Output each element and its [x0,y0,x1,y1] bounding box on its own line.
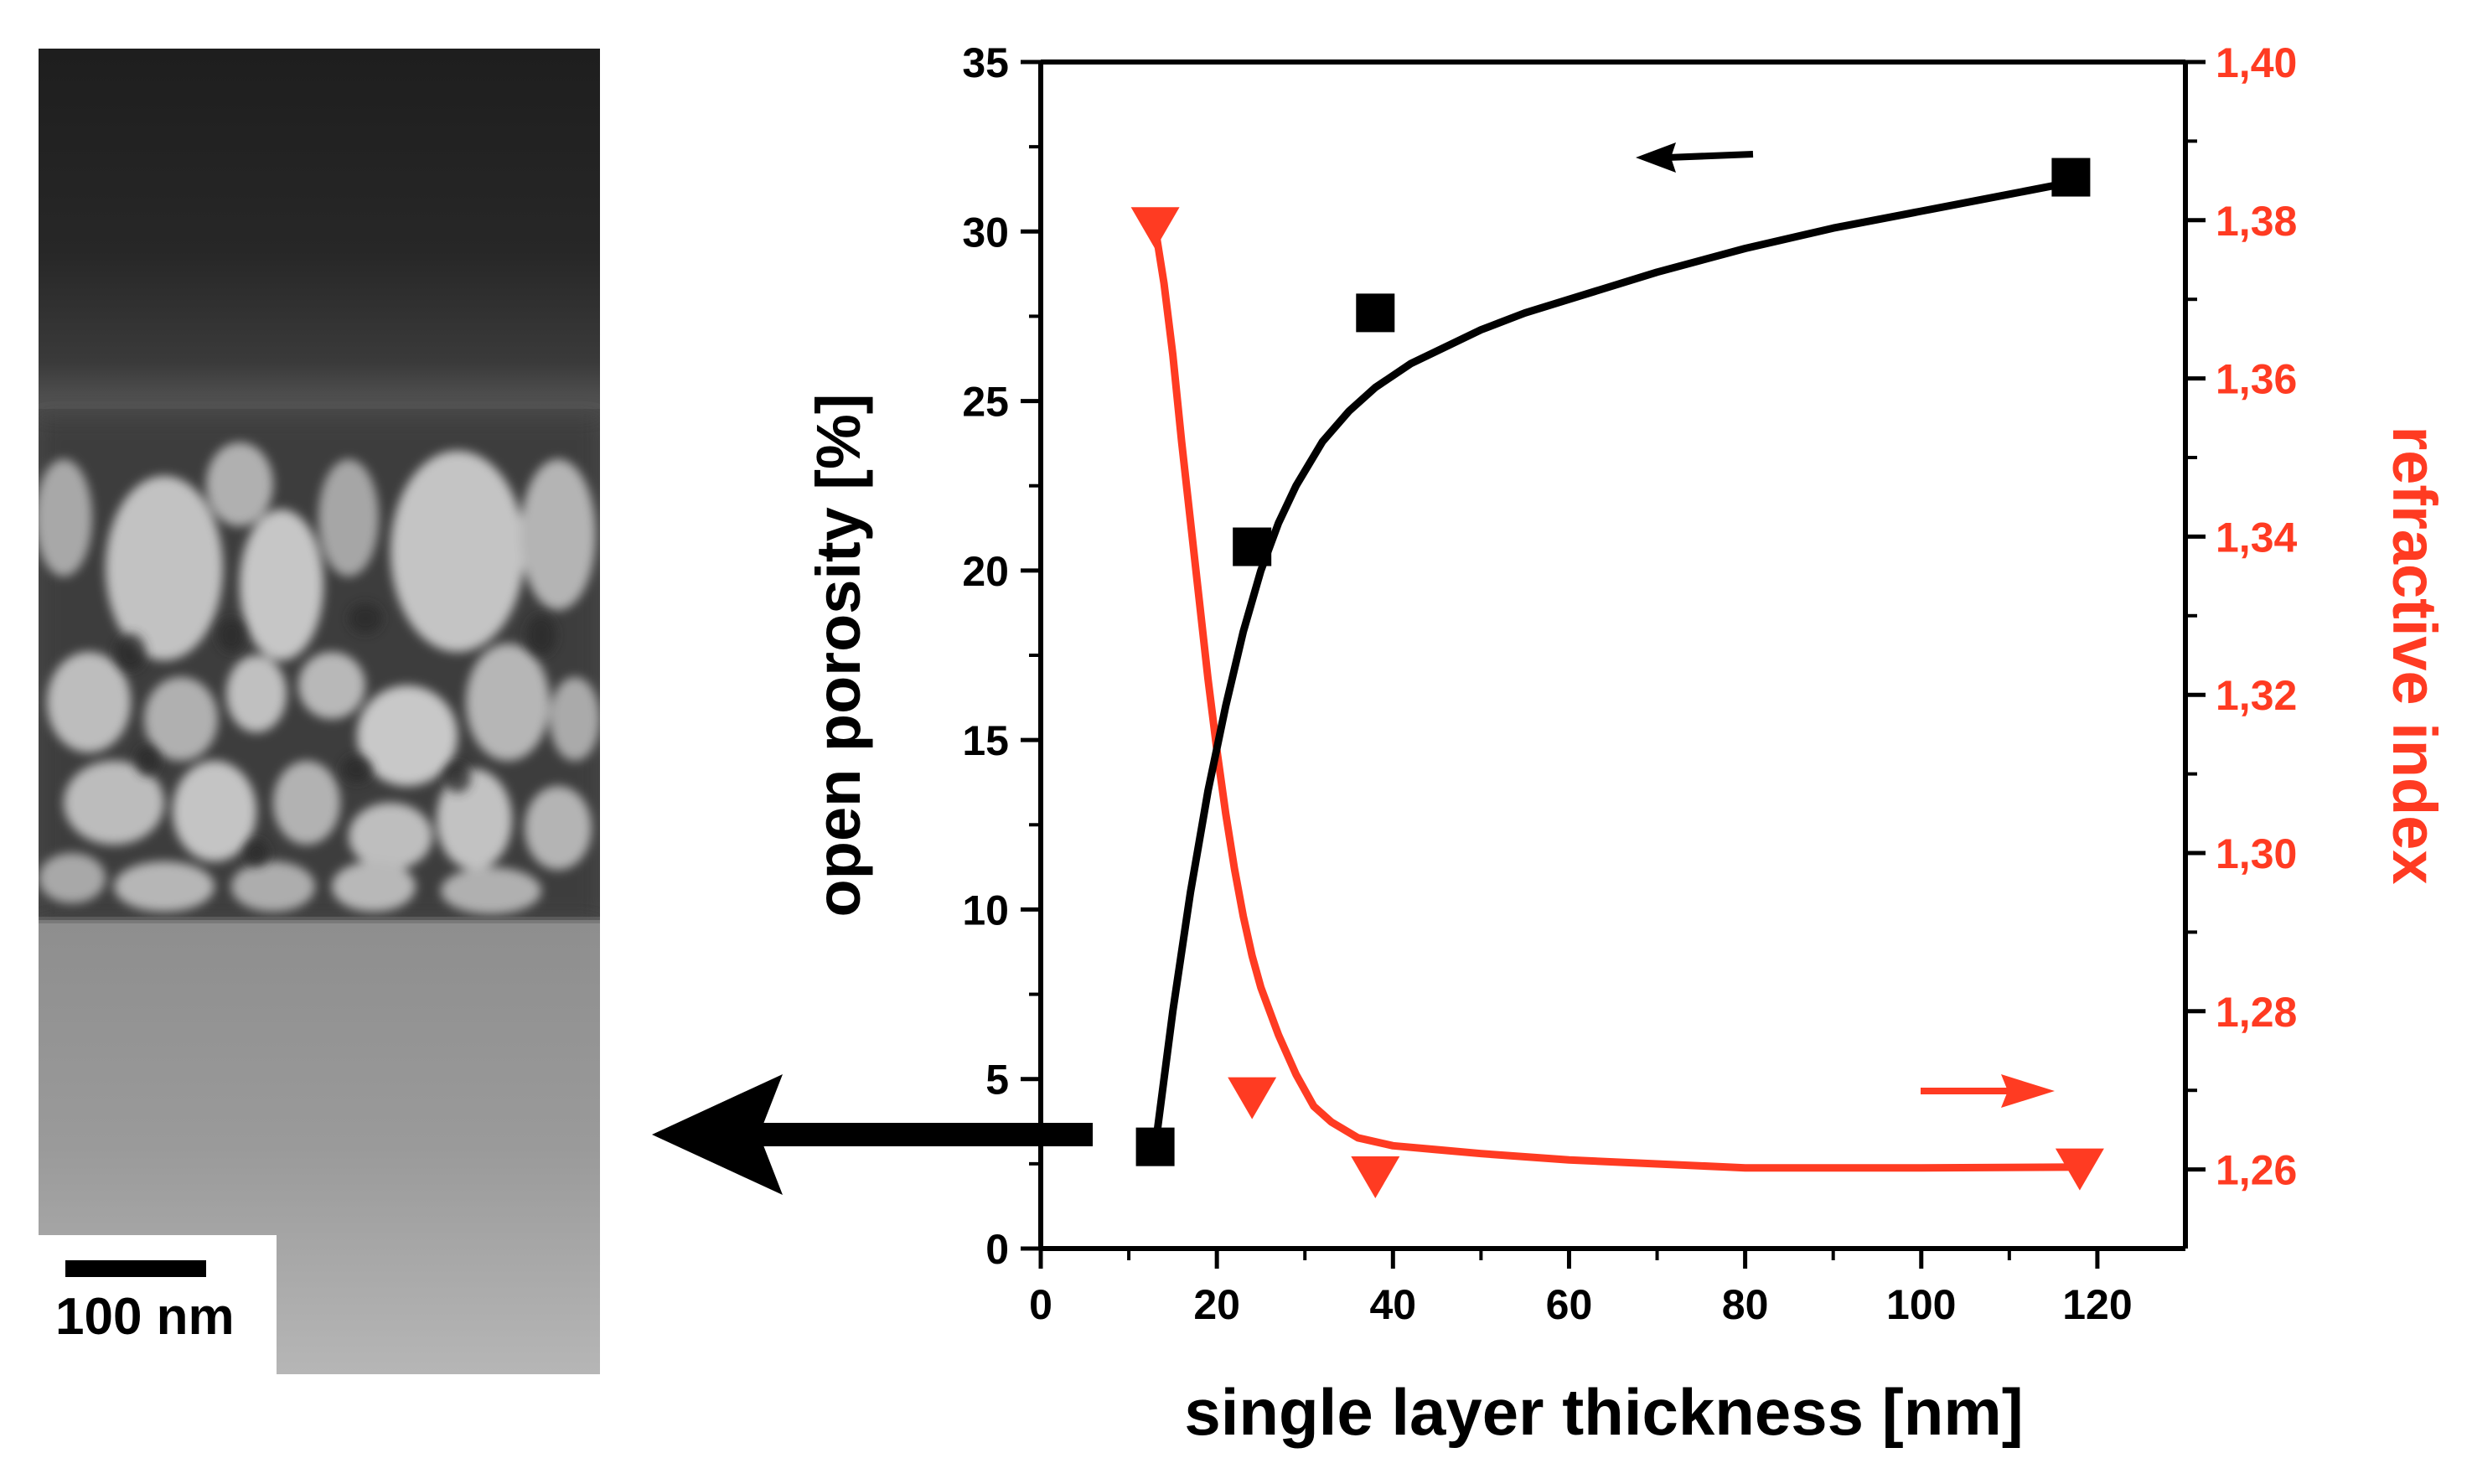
y2-tick-label: 1,30 [2216,830,2297,877]
x-tick-label: 100 [1886,1281,1956,1328]
data-markers [1130,158,2104,1199]
y-axis-left-label: open porosity [%] [804,394,873,918]
x-tick-label: 60 [1546,1281,1593,1328]
y-tick-label: 0 [985,1226,1009,1273]
x-tick-label: 0 [1029,1281,1052,1328]
y-axis-right-label: refractive index [2380,426,2449,884]
y2-tick-label: 1,26 [2216,1147,2297,1194]
refractive-index-point [1130,207,1180,250]
scale-bar-box: 100 nm [39,1235,277,1374]
big-arrow-shaft [754,1123,1093,1146]
x-tick-label: 120 [2062,1281,2132,1328]
x-tick-label: 40 [1369,1281,1416,1328]
x-tick-label: 20 [1193,1281,1240,1328]
y-axis-right: 1,26 1,28 1,30 1,32 1,34 1,36 1,38 1,40 [2185,39,2298,1194]
y-tick-label: 35 [962,39,1009,86]
refractive-index-point [1228,1077,1277,1119]
refractive-index-point [2055,1148,2104,1191]
y-tick-label: 20 [962,548,1009,595]
porosity-point [1135,1127,1175,1166]
y-axis-left: 0 5 10 15 20 25 30 35 [962,39,1041,1273]
arrow-left-axis-head [1636,142,1676,173]
scale-bar [65,1260,206,1277]
fit-curves [1151,177,2084,1172]
annotation-arrows [652,142,2055,1195]
refractive-index-point [1351,1156,1400,1199]
plot-frame [1038,59,2188,1251]
porosity-point [2051,158,2091,197]
arrow-left-axis-shaft [1667,151,1754,161]
big-arrow-head [652,1074,783,1195]
y2-tick-label: 1,36 [2216,356,2297,403]
y2-tick-label: 1,40 [2216,39,2297,86]
y2-tick-label: 1,32 [2216,672,2297,719]
sem-particles [39,442,600,914]
x-tick-label: 80 [1722,1281,1769,1328]
y-tick-label: 10 [962,887,1009,933]
x-axis: 0 20 40 60 80 100 120 [1029,1249,2133,1328]
y2-tick-label: 1,28 [2216,989,2297,1036]
porosity-point [1356,293,1395,333]
sem-background [39,49,600,417]
fit-curve-porosity [1151,177,2084,1151]
x-axis-label: single layer thickness [nm] [1184,1375,2023,1449]
scale-bar-label: 100 nm [55,1288,235,1346]
y-tick-label: 15 [962,717,1009,764]
y2-tick-label: 1,38 [2216,198,2297,245]
fit-curve-refractive-index [1151,224,2084,1172]
y-tick-label: 25 [962,379,1009,426]
arrow-right-axis-head [2001,1074,2055,1108]
y-tick-label: 30 [962,209,1009,256]
porosity-point [1233,527,1272,566]
y-tick-label: 5 [985,1057,1009,1104]
y2-tick-label: 1,34 [2216,514,2298,561]
